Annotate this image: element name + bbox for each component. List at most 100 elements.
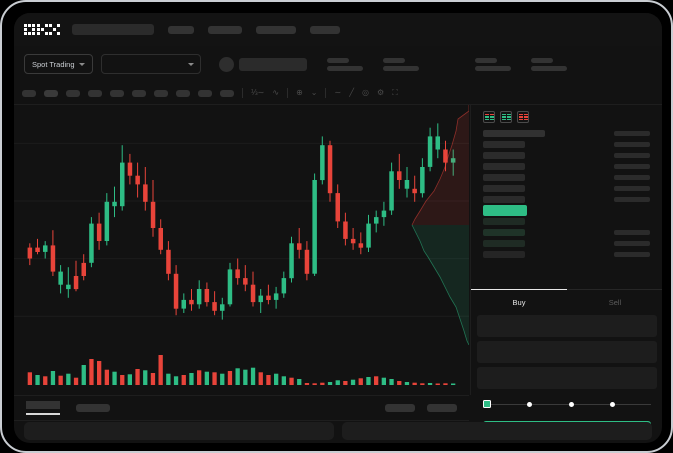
stat-group-3	[474, 57, 511, 71]
stepper-track	[491, 403, 528, 405]
logo-glyph-x	[49, 24, 60, 35]
fullscreen-icon[interactable]: ⛶	[392, 88, 398, 97]
orderbook-row[interactable]	[471, 238, 662, 249]
ruler-icon[interactable]: ╱	[349, 88, 355, 97]
orderbook-row[interactable]	[471, 139, 662, 150]
app-screen: Spot Trading	[14, 13, 662, 443]
nav-item-3[interactable]	[256, 25, 296, 34]
order-amount-field[interactable]	[477, 341, 657, 363]
last-price-value	[238, 57, 307, 71]
orderbook-row[interactable]	[471, 216, 662, 227]
orderbook-size-bar	[614, 197, 650, 202]
chart-tab-label	[26, 401, 60, 410]
orderbook-row[interactable]	[471, 249, 662, 260]
top-navigation-bar	[14, 13, 662, 46]
orderbook-row[interactable]	[471, 227, 662, 238]
pair-avatar	[218, 56, 234, 72]
orderbook-trade-panel: Buy Sell	[470, 105, 662, 439]
orderbook-price-bar	[483, 196, 525, 203]
orderbook-price-bar	[483, 240, 525, 247]
orderbook-row[interactable]	[471, 172, 662, 183]
orderbook-selected-level	[483, 205, 527, 216]
indicator-icon[interactable]: ∿	[272, 88, 280, 97]
orderbook-asks-icon[interactable]	[517, 111, 529, 123]
orderbook-row[interactable]	[471, 205, 662, 216]
onboarding-stepper	[471, 393, 662, 415]
orderbook-row[interactable]	[471, 128, 662, 139]
stepper-step-4[interactable]	[609, 401, 615, 407]
orderbook-price-bar	[483, 185, 525, 192]
bottom-panel-1[interactable]	[24, 422, 334, 440]
stat-value	[474, 65, 511, 71]
orderbook-row[interactable]	[471, 194, 662, 205]
orderbook-size-bar	[614, 153, 650, 158]
orderbook-rows[interactable]	[471, 123, 662, 260]
order-price-field[interactable]	[477, 315, 657, 337]
stat-label	[530, 57, 553, 63]
candlestick-chart	[14, 123, 469, 320]
timeframe-button[interactable]	[88, 89, 102, 97]
orderbook-bids-icon[interactable]	[500, 111, 512, 123]
timeframe-button-active[interactable]	[44, 89, 58, 97]
bottom-panel-row	[14, 422, 662, 443]
chart-action-2[interactable]	[427, 404, 457, 412]
camera-icon[interactable]: ◎	[362, 88, 369, 97]
timeframe-button[interactable]	[110, 89, 124, 97]
timeframe-button[interactable]	[154, 89, 168, 97]
timeframe-button[interactable]	[176, 89, 190, 97]
tab-buy[interactable]: Buy	[471, 289, 567, 315]
okx-logo[interactable]	[24, 24, 60, 35]
search-input[interactable]	[72, 24, 154, 35]
orderbook-size-bar	[614, 241, 650, 246]
chart-tab-inactive[interactable]	[76, 404, 110, 412]
chart-tab-active[interactable]	[26, 401, 60, 415]
orderbook-row[interactable]	[471, 161, 662, 172]
orderbook-size-bar	[614, 164, 650, 169]
settings-icon[interactable]: ⚙	[377, 88, 385, 97]
timeframe-button[interactable]	[198, 89, 212, 97]
order-entry-form	[471, 315, 662, 393]
orderbook-row[interactable]	[471, 150, 662, 161]
orderbook-price-bar	[483, 141, 525, 148]
stat-label	[382, 57, 405, 63]
order-total-field[interactable]	[477, 367, 657, 389]
wave-icon[interactable]: ∼	[334, 88, 342, 97]
chart-bottom-actions	[385, 404, 457, 412]
orderbook-size-bar	[614, 230, 650, 235]
orderbook-size-bar	[614, 142, 650, 147]
compare-icon[interactable]: ⊕	[296, 88, 303, 97]
nav-item-1[interactable]	[168, 25, 194, 34]
stepper-track	[573, 403, 610, 405]
spot-trading-select[interactable]: Spot Trading	[24, 54, 93, 74]
nav-item-4[interactable]	[310, 25, 340, 34]
chevron-down-icon	[78, 62, 85, 66]
timeframe-button[interactable]	[132, 89, 146, 97]
nav-item-2[interactable]	[208, 25, 242, 34]
timeframe-button[interactable]	[66, 89, 80, 97]
line-chart-icon[interactable]: ⅓∼	[251, 88, 265, 97]
stat-group-4	[530, 57, 567, 71]
price-chart-pane[interactable]	[14, 105, 469, 395]
orderbook-size-bar	[614, 175, 650, 180]
trading-pair-select[interactable]	[100, 54, 201, 74]
orderbook-price-bar	[483, 218, 525, 225]
bottom-panel-2[interactable]	[342, 422, 652, 440]
stepper-step-2[interactable]	[527, 401, 533, 407]
tab-sell[interactable]: Sell	[567, 290, 662, 315]
chart-toolbar: ⅓∼ ∿ ⊕ ⌄ ∼ ╱ ◎ ⚙ ⛶	[14, 82, 662, 105]
volume-histogram	[27, 355, 456, 385]
chevron-down-icon[interactable]: ⌄	[310, 88, 318, 97]
stepper-track	[614, 403, 651, 405]
orderbook-row[interactable]	[471, 183, 662, 194]
timeframe-button[interactable]	[22, 89, 36, 97]
stepper-step-active[interactable]	[483, 400, 491, 408]
orderbook-price-bar	[483, 130, 545, 137]
timeframe-button[interactable]	[220, 89, 234, 97]
stat-group-1	[326, 57, 363, 71]
chart-action-1[interactable]	[385, 404, 415, 412]
orderbook-size-bar	[614, 131, 650, 136]
tab-sell-label: Sell	[608, 298, 622, 307]
stepper-step-3[interactable]	[568, 401, 574, 407]
orderbook-both-icon[interactable]	[483, 111, 495, 123]
